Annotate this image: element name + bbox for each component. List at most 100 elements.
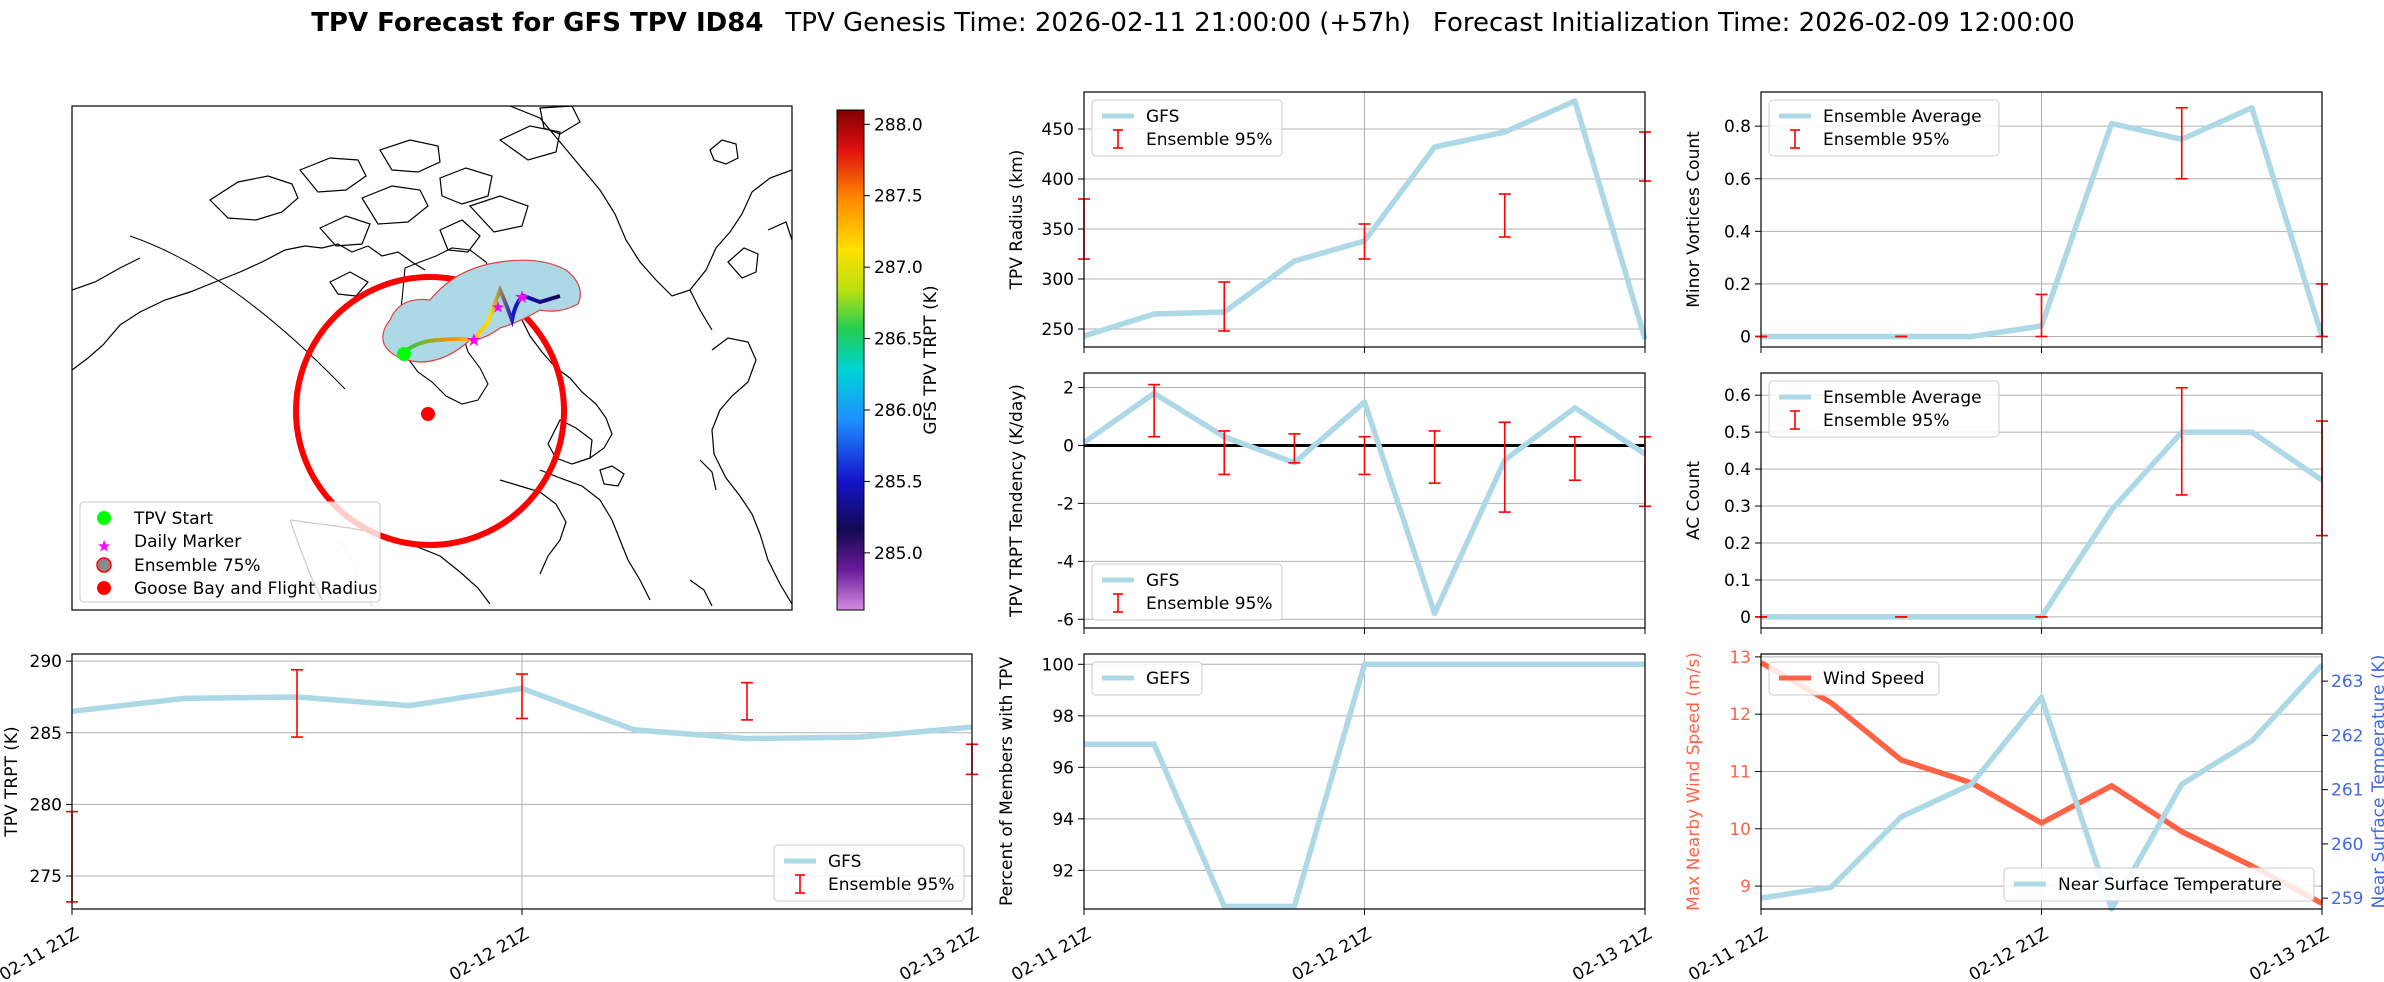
colorbar-tick-label: 285.0 — [874, 544, 923, 564]
y-tick-label: 94 — [1052, 810, 1074, 830]
tpv-track — [402, 284, 561, 354]
y-tick-label: 0.2 — [1724, 275, 1751, 295]
chart-members: 92 94 96 98 100 02-11 21Z 02-12 21Z 02-13 21Z Pe… — [997, 653, 1656, 982]
y-tick-label: 0.1 — [1724, 571, 1751, 591]
title-init: Forecast Initialization Time: 2026-02-09… — [1433, 8, 2075, 38]
title-bold: TPV Forecast for GFS TPV ID84 — [311, 8, 763, 38]
legend-label: Ensemble Average — [1823, 388, 1982, 408]
x-tick-label: 02-11 21Z — [1008, 924, 1094, 982]
y-axis-label: TPV Radius (km) — [1007, 150, 1027, 291]
legend-label: GFS — [1146, 571, 1179, 591]
y-tick-label: 300 — [1042, 270, 1074, 290]
chart-wind: 9 10 11 12 13 02-11 21Z 02-12 21Z 02-13 21Z 259 2… — [1684, 648, 2384, 982]
x-tick-label: 02-13 21Z — [1569, 924, 1655, 982]
y-tick-label: -4 — [1057, 552, 1074, 572]
chart-legend: Ensemble Average Ensemble 95% — [1768, 380, 2000, 438]
colorbar-tick-label: 286.5 — [874, 330, 923, 350]
y-tick-label: 290 — [30, 652, 62, 672]
legend-start-icon — [97, 511, 111, 525]
y2-tick-label: 259 — [2331, 889, 2363, 909]
y2-tick-label: 262 — [2331, 726, 2363, 746]
goose-bay-marker — [421, 407, 435, 421]
y-tick-label: 0.2 — [1724, 534, 1751, 554]
y-tick-label: 0.6 — [1724, 170, 1751, 190]
y-axis-label: Minor Vortices Count — [1684, 131, 1704, 308]
plot-frame — [1083, 91, 1646, 348]
y-tick-label: 2 — [1063, 378, 1074, 398]
daily-marker-star: ★ — [466, 330, 482, 351]
legend-goose-label: Goose Bay and Flight Radius — [134, 579, 378, 599]
y2-axis-label: Near Surface Temperature (K) — [2369, 655, 2384, 909]
legend-box — [2003, 867, 2315, 902]
legend-label: GFS — [1146, 107, 1179, 127]
legend-label: Near Surface Temperature — [2058, 875, 2282, 895]
legend-box — [1768, 99, 2000, 157]
y-tick-label: 280 — [30, 795, 62, 815]
chart-radius: 250 300 350 400 450 TPV Radius (km) GFS Ensembl… — [1007, 91, 1651, 353]
legend-label: Ensemble 95% — [1823, 411, 1950, 431]
daily-marker-star: ★ — [491, 298, 505, 317]
y-tick-label: 0 — [1063, 436, 1074, 456]
legend-label: Ensemble 95% — [1146, 594, 1273, 614]
chart-panels: 250 300 350 400 450 TPV Radius (km) GFS Ensembl… — [0, 91, 2384, 982]
colorbar: 288.0 287.5 287.0 286.5 286.0 285.5 285.0 GFS … — [836, 109, 941, 611]
legend-ensemble-icon — [96, 557, 112, 573]
y2-tick-label: 261 — [2331, 781, 2363, 801]
y-axis-label: TPV TRPT (K) — [2, 726, 22, 837]
ensemble-75-region — [382, 259, 581, 363]
series-line — [1082, 390, 1647, 617]
plot-frame — [1760, 653, 2323, 910]
legend-label: Wind Speed — [1823, 669, 1924, 689]
y-tick-label: -2 — [1057, 494, 1074, 514]
chart-ac: 0 0.1 0.2 0.3 0.4 0.5 0.6 AC Count Ensemble Aver… — [1684, 372, 2328, 634]
colorbar-tick-label: 286.0 — [874, 401, 923, 421]
y-tick-label: 0.3 — [1724, 497, 1751, 517]
map-coastlines — [72, 106, 792, 607]
chart-tendency: -6 -4 -2 0 2 TPV TRPT Tendency (K/day) GFS Ense… — [1007, 372, 1651, 634]
y-tick-label: 0 — [1740, 327, 1751, 347]
legend-label: GFS — [828, 852, 861, 872]
y-axis-label: Max Nearby Wind Speed (m/s) — [1684, 652, 1704, 911]
legend-box — [1768, 661, 1940, 696]
map-panel: ★ ★ ★ TPV Start ★ Daily Marker Ensemble … — [71, 105, 941, 611]
chart-legend: Wind Speed — [1768, 661, 1940, 696]
y2-tick-label: 260 — [2331, 835, 2363, 855]
x-tick-label: 02-12 21Z — [1966, 924, 2052, 982]
plot-frame — [1083, 653, 1646, 910]
x-tick-label: 02-11 21Z — [1685, 924, 1771, 982]
y-tick-label: 98 — [1052, 707, 1074, 727]
chart-trpt: 275 280 285 290 02-11 21Z 02-12 21Z 02-13 21Z T… — [0, 652, 983, 982]
legend-star-icon: ★ — [97, 537, 111, 556]
chart-minor: 0 0.2 0.4 0.6 0.8 Minor Vortices Count Ensembl… — [1684, 91, 2328, 353]
colorbar-label: GFS TPV TRPT (K) — [921, 285, 941, 434]
chart-legend: GFS Ensemble 95% — [1091, 99, 1283, 157]
series-line — [1084, 661, 1645, 910]
legend-label: Ensemble 95% — [1146, 130, 1273, 150]
legend-label: Ensemble Average — [1823, 107, 1982, 127]
legend-daily-label: Daily Marker — [134, 532, 241, 552]
legend-label: Ensemble 95% — [1823, 130, 1950, 150]
daily-marker-star: ★ — [514, 287, 530, 308]
tpv-start-marker — [397, 347, 411, 361]
legend-start-label: TPV Start — [133, 509, 214, 529]
legend-box — [773, 844, 965, 902]
series-line — [1759, 660, 2324, 906]
y-tick-label: 250 — [1042, 320, 1074, 340]
y-tick-label: 96 — [1052, 758, 1074, 778]
y-tick-label: 400 — [1042, 170, 1074, 190]
y-tick-label: 10 — [1729, 820, 1751, 840]
x-tick-label: 02-12 21Z — [446, 924, 532, 982]
y-tick-label: 100 — [1042, 655, 1074, 675]
colorbar-tick-label: 287.0 — [874, 258, 923, 278]
map-legend: TPV Start ★ Daily Marker Ensemble 75% Go… — [79, 501, 381, 603]
chart-legend: GEFS — [1091, 661, 1203, 696]
y-tick-label: 350 — [1042, 220, 1074, 240]
plot-frame — [1760, 91, 2323, 348]
x-tick-label: 02-12 21Z — [1289, 924, 1375, 982]
series-line — [1760, 663, 2325, 912]
y-tick-label: 0.4 — [1724, 222, 1751, 242]
map-frame — [71, 105, 793, 611]
flight-radius-circle — [293, 274, 567, 548]
legend-goose-icon — [97, 581, 111, 595]
